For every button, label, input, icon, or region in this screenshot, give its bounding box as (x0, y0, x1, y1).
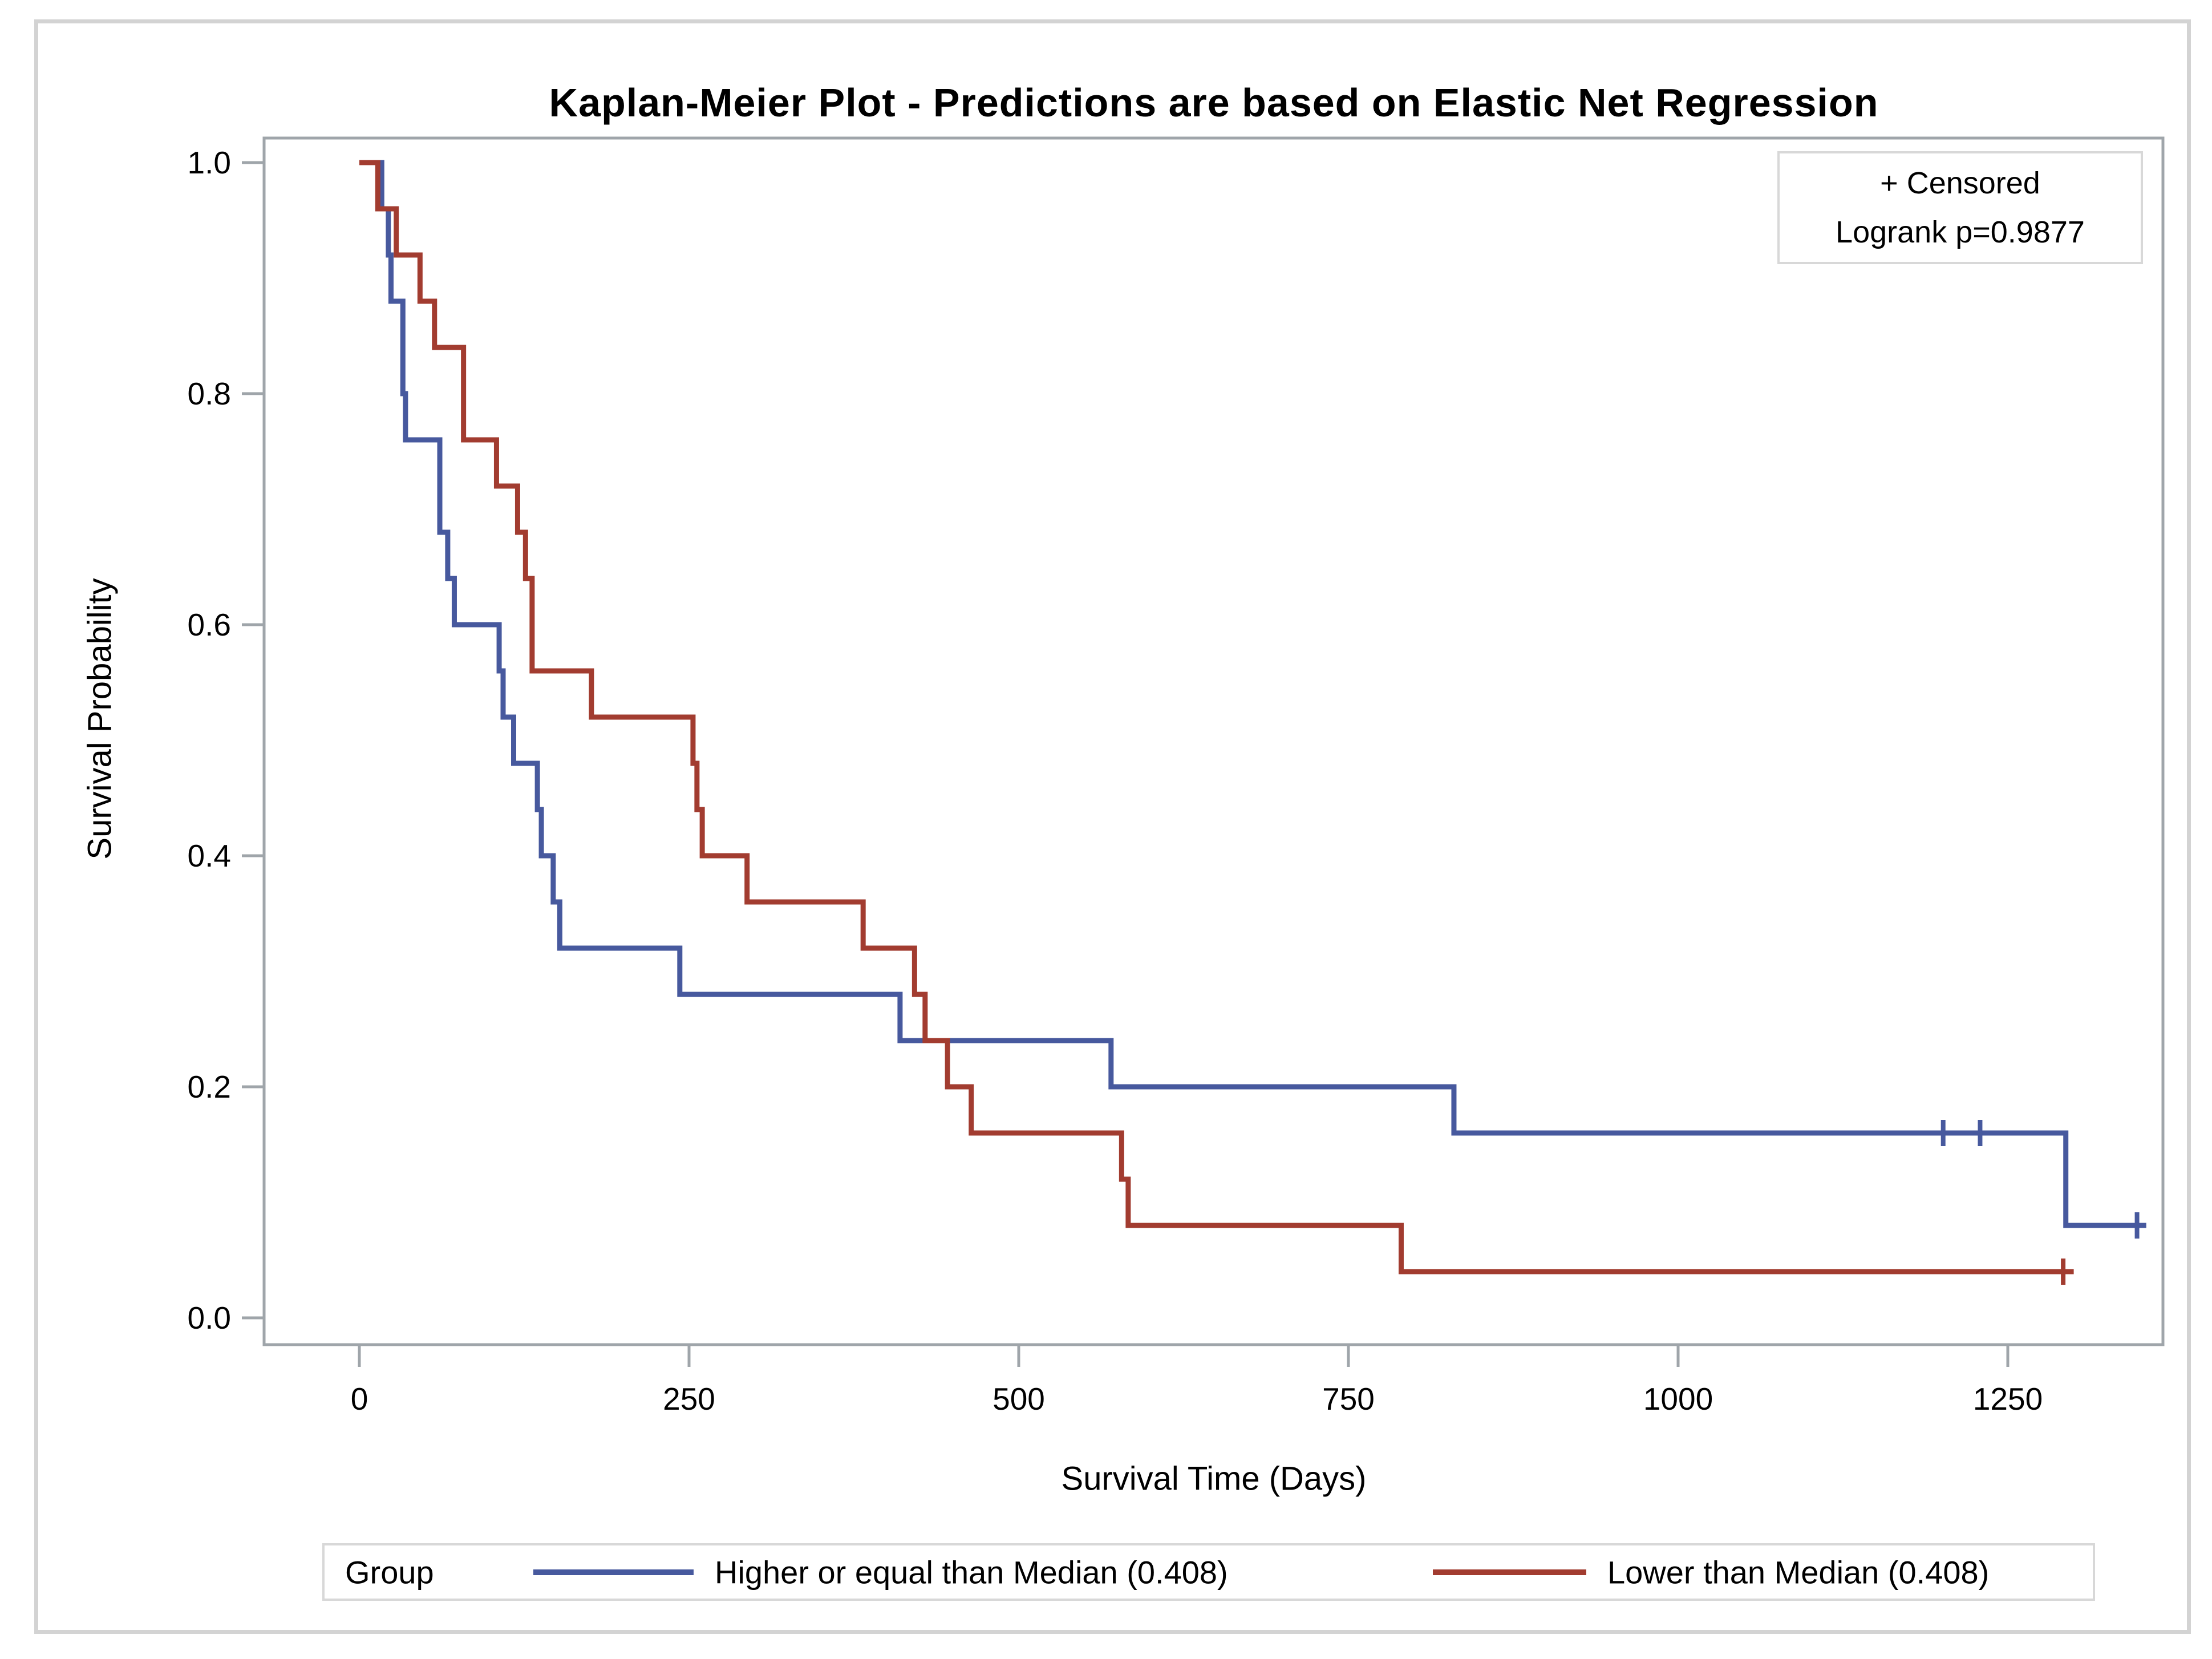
km-curve-lower (359, 160, 2074, 1274)
x-axis-title: Survival Time (Days) (1061, 1460, 1367, 1498)
legend-swatch-higher-group (533, 1569, 694, 1575)
logrank-pvalue-label: Logrank p=0.9877 (1836, 215, 2085, 249)
x-tick-label: 250 (663, 1381, 715, 1417)
legend-label-lower-group: Lower than Median (0.408) (1607, 1554, 1990, 1590)
plot-frame (262, 136, 2165, 1346)
figure-border (34, 19, 2191, 1634)
legend-group-label: Group (345, 1554, 434, 1590)
legend-label-higher-group: Higher or equal than Median (0.408) (715, 1554, 1228, 1590)
y-tick-label: 0.8 (187, 376, 231, 411)
y-tick-label: 0.6 (187, 607, 231, 642)
y-axis-title: Survival Probability (81, 578, 119, 860)
censored-legend-label: + Censored (1880, 166, 2040, 200)
km-curve-higher (359, 160, 2146, 1228)
x-tick-label: 0 (350, 1381, 368, 1417)
group-legend-box: Group Higher or equal than Median (0.408… (322, 1543, 2095, 1601)
x-tick-label: 1000 (1643, 1381, 1713, 1417)
x-tick-label: 500 (992, 1381, 1045, 1417)
y-tick-label: 0.4 (187, 838, 231, 873)
y-tick-label: 0.0 (187, 1300, 231, 1336)
x-tick-label: 1250 (1972, 1381, 2043, 1417)
x-tick-label: 750 (1322, 1381, 1375, 1417)
chart-title: Kaplan-Meier Plot - Predictions are base… (549, 80, 1879, 125)
y-tick-label: 1.0 (187, 145, 231, 180)
y-tick-label: 0.2 (187, 1069, 231, 1104)
legend-swatch-lower-group (1433, 1569, 1586, 1575)
inset-legend-box: + Censored Logrank p=0.9877 (1777, 151, 2143, 264)
